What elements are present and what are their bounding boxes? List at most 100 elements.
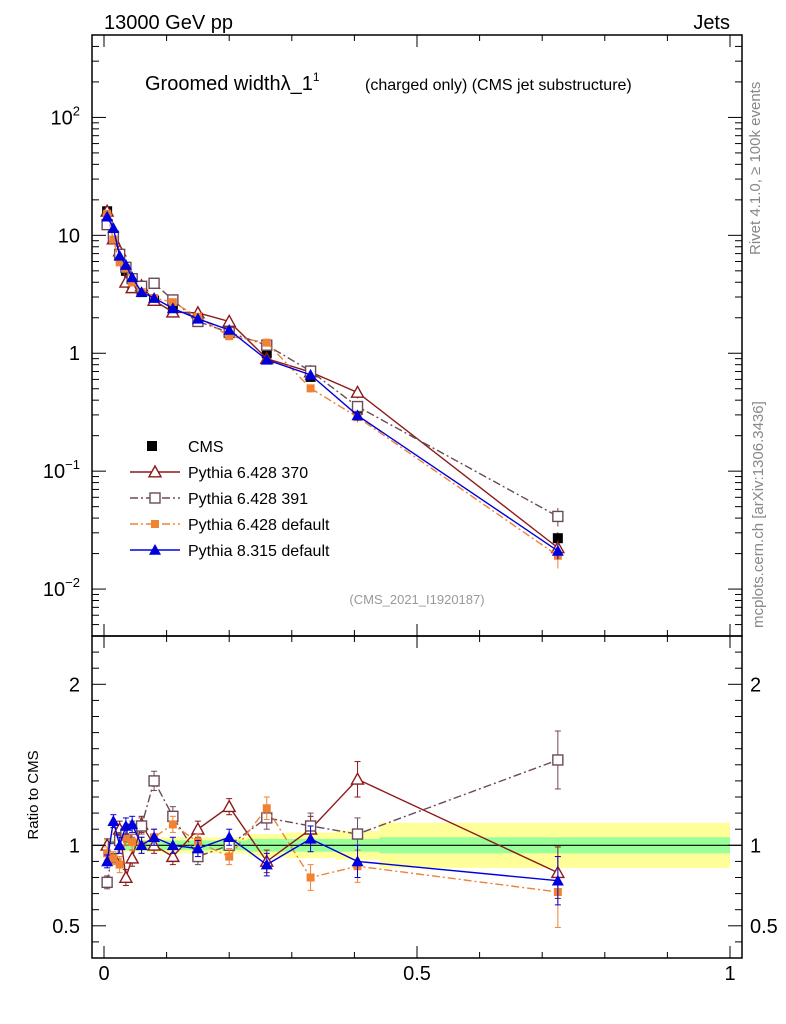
y-tick-label-ratio: 2 xyxy=(69,674,80,696)
point-pythia-8-315-default xyxy=(148,292,161,303)
chart-title-main: Groomed widthλ_1 xyxy=(145,73,313,95)
ratio-panel-series xyxy=(99,730,566,928)
y-tick-label-main: 10 xyxy=(58,225,80,247)
series-line-pythia-8-315-default xyxy=(106,216,559,552)
point-pythia-6-428-default xyxy=(115,258,124,267)
point-pythia-6-428-370 xyxy=(350,384,365,398)
x-tick-label: 0 xyxy=(98,963,109,985)
y-tick-label-ratio-right: 2 xyxy=(750,674,761,696)
legend-marker-cms xyxy=(147,441,157,451)
header-category: Jets xyxy=(693,12,730,34)
point-pythia-8-315-default xyxy=(351,409,364,421)
ratio-point-pythia-6-428-370 xyxy=(350,771,365,785)
point-pythia-8-315-default xyxy=(223,323,236,335)
point-pythia-8-315-default xyxy=(126,271,139,283)
x-tick-label: 0.5 xyxy=(403,963,431,985)
y-tick-label-main: 10−2 xyxy=(43,575,80,601)
ratio-point-pythia-6-428-default xyxy=(168,820,177,829)
ratio-point-pythia-8-315-default xyxy=(351,855,364,867)
y-tick-label-ratio: 1 xyxy=(69,835,80,857)
chart-subtitle: (charged only) (CMS jet substructure) xyxy=(365,77,632,94)
legend-marker-pythia-8-315-default xyxy=(149,544,161,555)
ratio-point-pythia-8-315-default xyxy=(135,839,148,851)
ratio-point-pythia-8-315-default xyxy=(107,815,120,826)
ratio-point-pythia-8-315-default xyxy=(113,839,126,851)
main-panel-series xyxy=(99,203,566,569)
point-pythia-8-315-default xyxy=(113,249,126,261)
chart-title-superscript: 1 xyxy=(313,70,320,84)
x-tick-label: 1 xyxy=(724,963,735,985)
legend-label-pythia-6-428-391: Pythia 6.428 391 xyxy=(188,491,308,508)
y-tick-label-ratio-right: 1 xyxy=(750,835,761,857)
axis-ticks xyxy=(92,34,742,958)
legend-label-pythia-8-315-default: Pythia 8.315 default xyxy=(188,543,330,560)
legend: CMS Pythia 6.428 370 Pythia 6.428 391 Pythi… xyxy=(130,439,330,560)
mcplots-label: mcplots.cern.ch [arXiv:1306.3436] xyxy=(750,401,767,628)
y-tick-label-ratio-right: 0.5 xyxy=(750,916,778,938)
ratio-point-pythia-6-428-default xyxy=(262,804,271,813)
ratio-point-pythia-8-315-default xyxy=(304,832,317,844)
point-pythia-8-315-default xyxy=(304,368,317,380)
ratio-point-pythia-6-428-370 xyxy=(190,821,206,835)
legend-marker-pythia-6-428-370 xyxy=(147,464,163,478)
ratio-point-pythia-8-315-default xyxy=(101,855,114,867)
ratio-point-pythia-8-315-default xyxy=(223,831,236,843)
point-pythia-8-315-default xyxy=(101,210,114,222)
point-pythia-6-428-391 xyxy=(552,510,564,523)
point-pythia-8-315-default xyxy=(191,312,204,324)
legend-marker-pythia-6-428-default xyxy=(151,520,159,528)
point-pythia-8-315-default xyxy=(107,222,120,233)
point-pythia-6-428-default xyxy=(225,332,234,341)
ratio-point-pythia-6-428-default xyxy=(103,849,112,858)
point-pythia-6-428-default xyxy=(262,338,271,347)
header-energy: 13000 GeV pp xyxy=(104,12,233,34)
point-pythia-6-428-default xyxy=(168,298,177,307)
y-tick-label-main: 10−1 xyxy=(43,457,80,483)
point-pythia-6-428-default xyxy=(128,278,137,287)
ratio-point-pythia-6-428-default xyxy=(121,833,130,842)
analysis-id: (CMS_2021_I1920187) xyxy=(349,592,484,607)
ratio-point-pythia-8-315-default xyxy=(126,818,139,830)
point-pythia-8-315-default xyxy=(260,353,273,365)
ratio-point-pythia-8-315-default xyxy=(551,874,564,886)
point-pythia-8-315-default xyxy=(135,286,148,297)
point-pythia-6-428-default xyxy=(109,235,118,244)
legend-marker-pythia-6-428-391 xyxy=(149,492,161,504)
ratio-line-pythia-6-428-default xyxy=(106,807,558,893)
y-tick-label-main: 102 xyxy=(51,103,80,129)
y-tick-label-ratio: 0.5 xyxy=(52,916,80,938)
ratio-point-pythia-8-315-default xyxy=(166,839,179,851)
legend-label-cms: CMS xyxy=(188,439,224,456)
ratio-point-pythia-6-428-default xyxy=(306,873,315,882)
point-cms xyxy=(552,533,563,544)
ratio-point-pythia-6-428-370 xyxy=(222,799,237,813)
ratio-point-pythia-6-428-391 xyxy=(101,876,113,889)
point-pythia-8-315-default xyxy=(119,259,132,270)
ratio-point-pythia-8-315-default xyxy=(191,842,204,854)
point-pythia-6-428-391 xyxy=(148,277,160,289)
rivet-version-label: Rivet 4.1.0, ≥ 100k events xyxy=(747,82,764,255)
ratio-point-pythia-6-428-370 xyxy=(124,850,140,864)
ratio-point-pythia-6-428-default xyxy=(115,860,124,869)
ratio-point-pythia-8-315-default xyxy=(260,858,273,870)
ratio-line-pythia-6-428-391 xyxy=(106,759,559,883)
ratio-point-pythia-8-315-default xyxy=(148,831,161,843)
ratio-point-pythia-6-428-391 xyxy=(351,828,364,840)
ratio-point-pythia-6-428-default xyxy=(225,852,234,861)
point-pythia-6-428-default xyxy=(306,384,315,393)
ratio-point-pythia-6-428-default xyxy=(109,854,118,863)
axis-tick-labels: 0 0.5 1 10−2 10−1 1 10 102 0.5 0.5 1 1 2 2 xyxy=(43,103,778,985)
point-pythia-8-315-default xyxy=(551,544,564,556)
legend-label-pythia-6-428-default: Pythia 6.428 default xyxy=(188,517,330,534)
ratio-point-pythia-6-428-391 xyxy=(148,775,160,787)
ratio-point-pythia-6-428-391 xyxy=(552,754,564,766)
series-line-pythia-6-428-370 xyxy=(106,211,559,549)
ratio-panel-frame xyxy=(91,635,743,959)
ratio-point-pythia-6-428-391 xyxy=(135,820,148,832)
ratio-point-pythia-6-428-default xyxy=(128,838,137,847)
legend-label-pythia-6-428-370: Pythia 6.428 370 xyxy=(188,465,308,482)
ratio-point-pythia-6-428-370 xyxy=(165,849,181,863)
point-pythia-8-315-default xyxy=(166,302,179,314)
ratio-point-pythia-6-428-370 xyxy=(118,870,134,883)
